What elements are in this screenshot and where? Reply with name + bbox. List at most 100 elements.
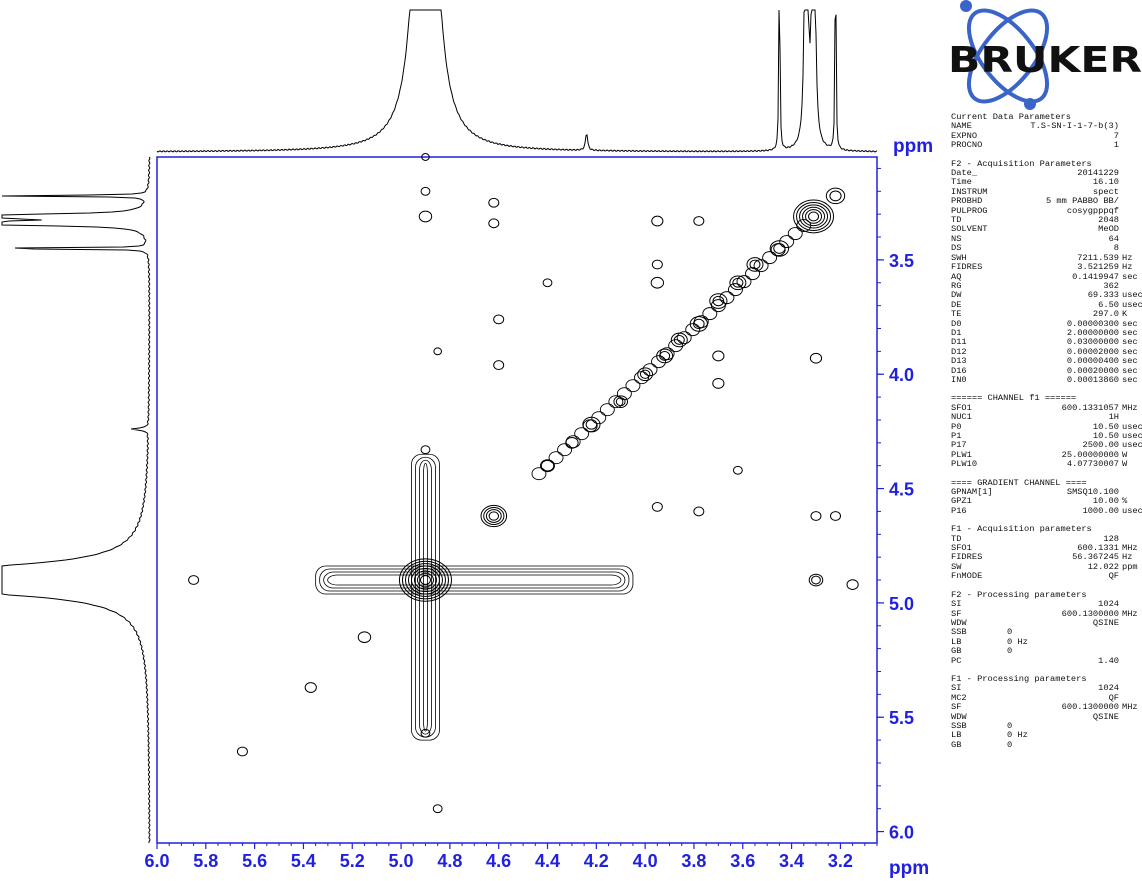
x-tick-label: 3.8: [681, 851, 706, 871]
diagonal-ridge: [779, 235, 795, 249]
diagonal-peak: [746, 257, 764, 272]
param-unit: usec: [1122, 431, 1142, 441]
diagonal-peak: [398, 558, 452, 602]
param-value: 64: [1108, 233, 1119, 244]
param-value: 4.07730007: [1066, 459, 1119, 470]
param-value: 10.50: [1092, 431, 1119, 441]
param-value: 25.00000000: [1061, 449, 1119, 460]
param-key: P17: [951, 440, 967, 451]
param-row: NS 64: [951, 233, 1142, 244]
x-axis: 6.0 5.8 5.6 5.4 5.2 5.0 4.8 4.6 4.4 4.2 4.0 3.8 3.6 3…: [144, 843, 878, 871]
plot-frame: [156, 156, 878, 844]
param-row: TD 128: [951, 533, 1142, 544]
x-tick-label: 5.4: [291, 851, 316, 871]
param-unit: MHz: [1122, 702, 1138, 713]
param-key: FIDRES: [951, 262, 983, 273]
diagonal-ridge: [625, 379, 641, 393]
param-row: SF 600.1300000 MHz: [951, 702, 1142, 713]
diagonal-peak: [304, 682, 317, 693]
diagonal-ridge: [548, 451, 564, 465]
param-row: LB 0 Hz: [951, 636, 1142, 647]
diagonal-peak: [404, 563, 446, 597]
param-key: GB: [951, 739, 962, 750]
diagonal-ridge: [745, 267, 760, 281]
cross-peak: [420, 445, 431, 455]
diagonal-ridge: [719, 291, 735, 305]
param-value: 600.1331: [1077, 543, 1119, 554]
param-key: P1: [951, 431, 962, 441]
diagonal-peak: [419, 575, 431, 585]
diagonal-peak: [805, 209, 823, 224]
param-row: Time 16.10: [951, 178, 1142, 188]
param-unit: usec: [1122, 440, 1142, 451]
cross-peak: [830, 511, 842, 521]
diagonal-peak: [480, 504, 508, 528]
param-value: spect: [1092, 186, 1119, 197]
diagonal-peak: [613, 395, 629, 409]
param-row: NAME T.S-SN-I-1-7-b(3): [951, 121, 1142, 131]
param-section-header: Current Data Parameters: [951, 113, 1071, 122]
param-row: FnMODE QF: [951, 571, 1142, 581]
diagonal-ridge: [796, 219, 812, 233]
param-key: SSB: [951, 720, 967, 731]
param-unit: sec: [1122, 271, 1138, 282]
param-row: SWH 7211.539 Hz: [951, 252, 1142, 263]
diagonal-peak: [799, 204, 829, 229]
diagonal-peak: [401, 560, 449, 600]
cross-peak: [693, 506, 705, 517]
param-value: 3.521259: [1077, 262, 1119, 273]
cross-peak: [488, 197, 500, 208]
diagonal-peak: [488, 511, 500, 521]
diagonal-peak: [796, 201, 832, 231]
param-row: D16 0.00020000 sec: [951, 366, 1142, 376]
x-tick-label: 5.2: [340, 851, 365, 871]
diagonal-peak: [802, 206, 826, 227]
cross-peak: [493, 360, 505, 370]
diagonal-ridge: [676, 331, 692, 345]
diagonal-peak: [485, 509, 502, 523]
param-row: PROCNO 1: [951, 140, 1142, 150]
ridge-contour: [319, 568, 630, 592]
param-key: NS: [951, 233, 962, 244]
diagonal-peak: [416, 572, 434, 588]
diagonal-ridge: [642, 363, 658, 377]
param-unit: K: [1122, 309, 1128, 320]
param-value: 7211.539: [1077, 252, 1119, 263]
param-key: D13: [951, 356, 967, 367]
param-value: 1000.00: [1082, 505, 1120, 516]
param-row: MC2 QF: [951, 693, 1142, 703]
param-key: D11: [951, 337, 967, 348]
cross-peak: [488, 218, 500, 229]
param-key: LB: [951, 730, 962, 741]
diagonal-peak: [357, 631, 372, 644]
param-value: 0: [1007, 720, 1013, 731]
param-row: SI 1024: [951, 683, 1142, 693]
diagonal-ridge: [685, 323, 701, 337]
param-row: GPNAM[1] SMSQ10.100: [951, 487, 1142, 497]
param-key: SWH: [951, 252, 967, 263]
diagonal-peak: [413, 570, 437, 590]
y-tick-label: 3.5: [889, 251, 914, 271]
diagonal-peak: [829, 190, 842, 202]
bruker-logo-text: BRUKER: [948, 40, 1142, 81]
diagonal-ridge: [616, 387, 632, 401]
diagonal-ridge: [608, 395, 624, 409]
param-row: Date_ 20141229: [951, 168, 1142, 178]
param-row: GB 0: [951, 739, 1142, 750]
cross-peak: [712, 350, 725, 362]
param-value: 0.1419947: [1072, 271, 1119, 282]
param-value: 128: [1103, 533, 1119, 544]
contour-peaks: [188, 153, 859, 814]
diagonal-ridge: [727, 283, 743, 297]
param-row: WDW QSINE: [951, 617, 1142, 628]
x-tick-label: 5.8: [193, 851, 218, 871]
param-value: QSINE: [1092, 617, 1119, 628]
diagonal-ridge: [693, 315, 709, 329]
param-value: 0: [1007, 739, 1013, 750]
diagonal-ridge: [736, 275, 752, 289]
param-value: 8: [1113, 243, 1119, 254]
param-value: 0 Hz: [1007, 636, 1028, 647]
param-key: INSTRUM: [951, 186, 988, 197]
param-row: TD 2048: [951, 215, 1142, 225]
param-row: GB 0: [951, 646, 1142, 656]
